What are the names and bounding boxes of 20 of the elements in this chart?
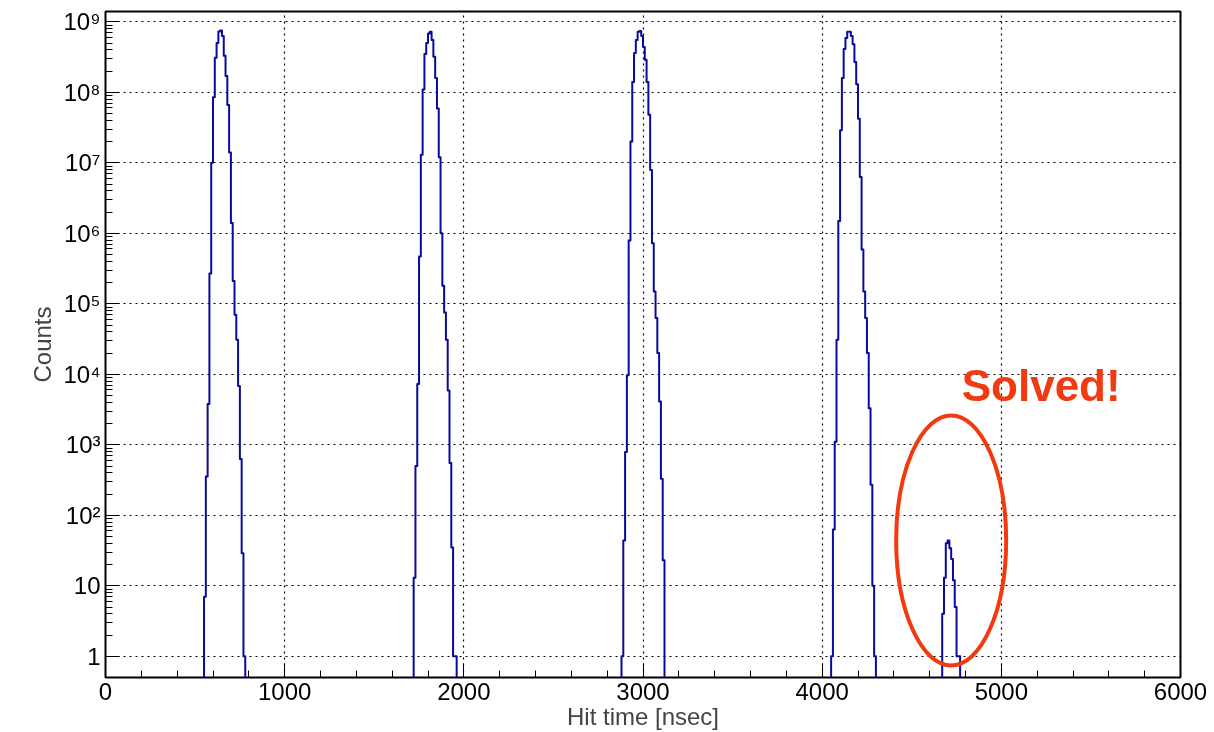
x-tick-label: 3000 bbox=[616, 677, 670, 705]
x-axis-title: Hit time [nsec] bbox=[566, 702, 720, 730]
y-tick-label: 10² bbox=[65, 501, 101, 529]
y-tick-label: 10⁸ bbox=[63, 78, 101, 106]
x-tick-label: 0 bbox=[98, 677, 113, 705]
y-axis-title: Counts bbox=[29, 306, 57, 383]
x-tick-label: 4000 bbox=[795, 677, 849, 705]
y-tick-label: 10⁴ bbox=[63, 360, 101, 388]
x-tick-label: 5000 bbox=[974, 677, 1029, 705]
y-tick-label: 1 bbox=[87, 642, 101, 670]
y-tick-label: 10³ bbox=[65, 431, 101, 459]
y-tick-label: 10 bbox=[73, 572, 101, 600]
y-tick-label: 10⁷ bbox=[65, 149, 101, 177]
y-tick-label: 10⁶ bbox=[63, 219, 101, 247]
x-tick-label: 6000 bbox=[1153, 677, 1208, 705]
y-tick-label: 10⁹ bbox=[63, 8, 101, 36]
x-tick-label: 2000 bbox=[437, 677, 491, 705]
x-tick-label: 1000 bbox=[257, 677, 312, 705]
annotation: Solved! bbox=[961, 360, 1121, 410]
y-tick-label: 10⁵ bbox=[63, 290, 101, 318]
